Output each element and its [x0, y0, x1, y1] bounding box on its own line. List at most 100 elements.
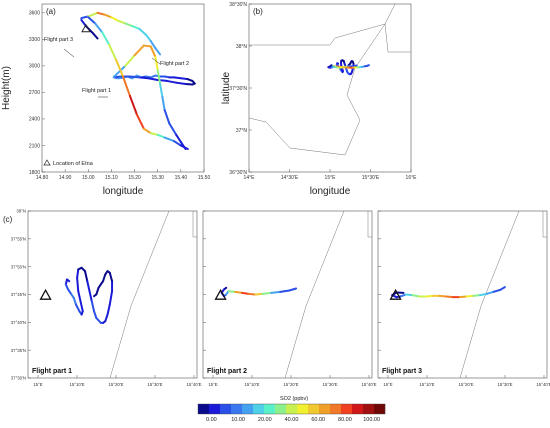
panel-c-track-segment [76, 276, 80, 293]
panel-a-track-segment [175, 133, 182, 143]
panel-c-xtick-label: 15°E [33, 382, 42, 387]
coast-line [542, 211, 547, 238]
panel-a-track-segment [135, 113, 145, 130]
panel-a-flight-tracks [80, 11, 196, 151]
panel-a-track-segment [128, 94, 138, 116]
coast-line [459, 211, 520, 378]
panel-a-track-segment [101, 31, 111, 46]
panel-b-ytick-label: 37°N [236, 128, 248, 134]
panel-c-ytick-label: 37°50'N [11, 264, 26, 269]
panel-a-track-segment [149, 45, 157, 59]
colorbar-swatch [264, 404, 276, 414]
panel-b-xtick-label: 14°30'E [281, 175, 299, 181]
colorbar-title: SO2 (ppbv) [280, 396, 308, 402]
panel-a: (a) 14.80 14.90 15.00 15.10 15.20 15.30 15.40 1… [1, 3, 211, 197]
panel-b-ytick-label: 37°30'N [229, 86, 247, 92]
panel-a-track-segment [87, 16, 97, 25]
panel-a-track-segment [96, 11, 106, 16]
panel-a-track-segment [142, 44, 152, 48]
panel-c-track-segment [424, 294, 434, 298]
panel-a-track-segment [112, 64, 127, 78]
panel-c-track-segment [79, 300, 84, 313]
panel-a-track-segment [156, 69, 162, 85]
panel-c-subplot: 15°E 15°10'E 15°20'E 15°30'E 15°40'E 37°30'N 3… [11, 209, 202, 387]
panel-a-track-segment [165, 79, 178, 84]
panel-c-title: Flight part 1 [32, 368, 72, 375]
panel-c-ytick-label: 38°N [16, 209, 26, 214]
panel-c-ytick-label: 37°35'N [11, 348, 26, 353]
panel-a-xtick-label: 15.50 [198, 175, 211, 181]
panel-c-xtick-label: 15°40'E [537, 382, 550, 387]
panel-a-track-segment [122, 75, 131, 97]
panel-a-track-segment [128, 75, 141, 79]
panel-a-xtick-label: 14.90 [59, 175, 72, 181]
panel-a-track-segment [108, 43, 118, 61]
colorbar-border [197, 403, 386, 415]
panel-c-xtick-label: 15°E [383, 382, 392, 387]
panel-b-xtick-label: 14°E [244, 175, 256, 181]
panel-a-track-segment [149, 40, 157, 50]
panel-c-coastline [284, 211, 372, 378]
panel-a-track-segment [163, 109, 171, 125]
panel-c-title: Flight part 2 [207, 368, 247, 375]
panel-a-track-segment [156, 133, 166, 139]
panel-a-track-segment [115, 58, 124, 78]
panel-a-label: (a) [46, 7, 56, 16]
coast-line [284, 211, 345, 378]
panel-c-track-segment [93, 310, 98, 319]
panel-c-track-segment [485, 290, 495, 295]
panel-a-track-segment [168, 122, 178, 136]
panel-c-xtick-label: 15°20'E [109, 382, 124, 387]
panel-c-xtick-label: 15°10'E [420, 382, 435, 387]
panel-c-track-segment [86, 280, 91, 293]
coast-line [367, 211, 372, 238]
panel-a-track-segment [163, 136, 175, 143]
panel-a-ytick-label: 3300 [29, 37, 40, 43]
panel-a-xtick-label: 15.00 [82, 175, 95, 181]
colorbar-tick-label: 20.00 [258, 417, 272, 423]
panel-c-track-segment [479, 292, 488, 297]
panel-a-track-segment [131, 25, 141, 30]
flight-part-1-label: Flight part 1 [82, 88, 111, 94]
colorbar-tick-label: 100.00 [363, 417, 380, 423]
panel-a-ticks: 14.80 14.90 15.00 15.10 15.20 15.30 15.40 15.50… [29, 11, 211, 181]
panel-c-flight-track [64, 266, 114, 324]
panel-c-track-segment [270, 290, 282, 294]
etna-triangle-icon [389, 288, 402, 300]
colorbar-swatch [220, 404, 232, 414]
panel-a-track-segment [124, 22, 134, 28]
panel-a-xtick-label: 15.30 [151, 175, 164, 181]
panel-b-ytick-label: 38°N [236, 44, 248, 50]
panel-b-track-segment [366, 64, 370, 67]
panel-c-track-segment [90, 300, 96, 313]
panel-a-track-segment [138, 76, 150, 80]
colorbar-tick-label: 60.00 [311, 417, 325, 423]
panel-b-xtick-label: 16°E [406, 175, 418, 181]
colorbar-swatch [308, 404, 320, 414]
colorbar-swatches [197, 403, 386, 415]
panel-c-track-segment [108, 290, 114, 306]
panel-a-track-segment [124, 54, 136, 67]
panel-a-ytick-label: 2400 [29, 117, 40, 123]
panel-c-track-segment [465, 294, 475, 298]
panel-c-track-segment [472, 294, 482, 297]
etna-triangle-icon [39, 288, 52, 300]
panel-b-flight-tracks [327, 59, 370, 76]
flight-part-2-label: Flight part 2 [160, 61, 189, 67]
panel-a-track-segment [172, 140, 182, 147]
panel-c-track-segment [227, 290, 237, 293]
panel-a-track-segment [142, 127, 152, 135]
panel-a-track-segment [80, 18, 87, 28]
panel-c-coastline [459, 211, 547, 378]
panel-b-ticks: 14°E 14°30'E 15°E 15°30'E 16°E 36°30'N 37°N 37°… [229, 2, 417, 181]
panel-c-flight-track [220, 286, 298, 298]
panel-c-xtick-label: 15°10'E [245, 382, 260, 387]
panel-a-track-segment [103, 13, 113, 19]
panel-a-track-segment [147, 77, 159, 82]
coast-line [109, 211, 170, 378]
panel-c-ytick-label: 37°40'N [11, 320, 26, 325]
panel-c-ytick-label: 37°45'N [11, 292, 26, 297]
panel-a-track-segment [154, 47, 162, 56]
legend-etna-text: Location of Etna [53, 161, 94, 167]
